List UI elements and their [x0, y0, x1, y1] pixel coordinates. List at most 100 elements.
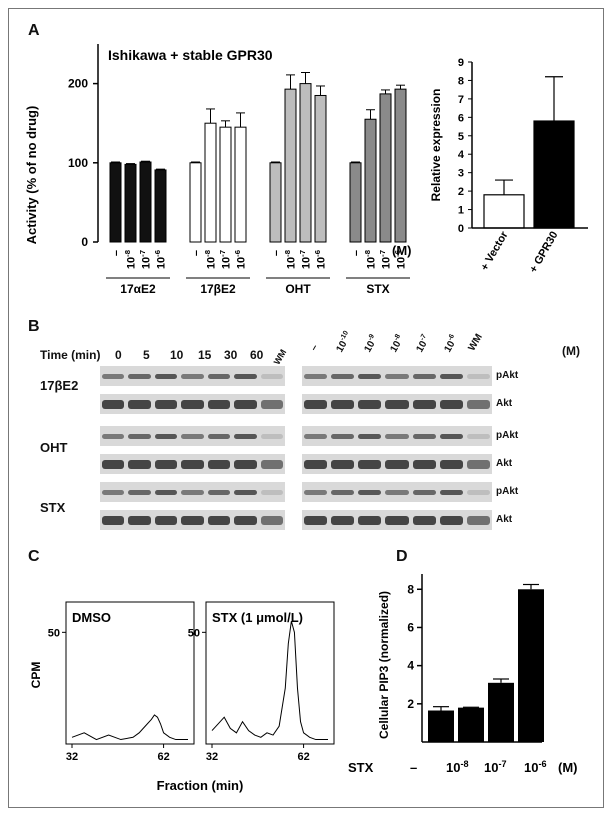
x-tick-label: 10-7: [218, 250, 232, 269]
panel-a-unit: (M): [392, 243, 412, 258]
activity-bar: [394, 88, 407, 243]
inset-y-tick-label: 5: [458, 131, 464, 143]
x-tick-label: 10-8: [123, 249, 137, 269]
pip3-bar: [488, 682, 514, 742]
panel-a-xticks: –10-810-710-6 –10-810-710-6 –10-810-710-6–…: [111, 249, 408, 269]
blot-band: [154, 490, 178, 495]
panel-d-unit: (M): [558, 760, 578, 775]
blot-band: [181, 460, 204, 469]
x-tick-label: 10-7: [484, 759, 507, 775]
activity-bar: [234, 126, 247, 243]
pakt-blot: [302, 426, 492, 446]
x-tick-label: 32: [206, 751, 218, 763]
panel-a-chart: Activity (% of no drug) Ishikawa + stabl…: [24, 44, 412, 296]
blot-band: [466, 460, 490, 469]
inset-y-tick-label: 8: [458, 75, 464, 87]
x-tick-label: 10-7: [138, 250, 152, 269]
inset-y-tick-label: 2: [458, 186, 464, 198]
blot-band: [331, 490, 355, 495]
blot-band: [358, 490, 382, 495]
blot-band: [260, 460, 283, 469]
blot-band: [331, 434, 355, 439]
blot-band: [358, 460, 382, 469]
time-point-label: 30: [224, 348, 238, 362]
y-tick-label: 50: [48, 627, 60, 639]
x-tick-label: 10-6: [524, 759, 547, 775]
blot-band: [412, 460, 436, 469]
inset-bar: [533, 120, 575, 229]
blot-band: [128, 434, 151, 439]
blot-band: [439, 516, 463, 525]
group-label: STX: [366, 282, 389, 296]
time-point-label: 60: [250, 348, 264, 362]
dmso-plot-frame: [65, 601, 195, 745]
panel-a-ylabel: Activity (% of no drug): [24, 106, 39, 245]
blot-band: [154, 374, 178, 379]
inset-yticks: 0 1 2 3 4 5 6 7 8 9: [458, 57, 472, 235]
blot-band: [412, 516, 436, 525]
time-label: Time (min): [40, 348, 101, 362]
time-point-label: 15: [198, 348, 212, 362]
panel-c-letter: C: [28, 548, 40, 565]
akt-blot: [100, 510, 285, 530]
stx-title: STX (1 μmol/L): [212, 610, 303, 625]
blot-band: [304, 374, 328, 379]
blot-band: [234, 400, 257, 409]
activity-bar: [284, 88, 297, 243]
akt-label: Akt: [496, 514, 513, 525]
blot-band: [412, 434, 436, 439]
x-tick-label: –: [271, 250, 283, 256]
inset-y-tick-label: 3: [458, 168, 464, 180]
panel-a-bars: [109, 72, 407, 243]
activity-bar: [219, 126, 232, 243]
blot-band: [154, 434, 178, 439]
panel-a-letter: A: [28, 22, 40, 39]
akt-blot: [302, 510, 492, 530]
blot-band: [207, 374, 231, 379]
panel-d-row-label: STX: [348, 760, 374, 775]
time-point-label: 5: [143, 348, 150, 362]
blot-band: [331, 460, 355, 469]
blot-band: [260, 516, 283, 525]
blot-band: [260, 434, 283, 439]
inset-y-tick-label: 9: [458, 57, 464, 69]
concentration-label: –: [308, 342, 321, 353]
blot-band: [439, 460, 463, 469]
panel-a-yticks: 0 100 200: [68, 77, 98, 249]
inset-y-tick-label: 1: [458, 205, 464, 217]
blot-band: [331, 400, 355, 409]
concentration-labels: –10-10 10-9 10-8 10-7 10-6 WM: [0, 330, 614, 364]
y-tick-label: 8: [407, 582, 414, 596]
blot-band: [207, 434, 231, 439]
blot-band: [439, 434, 463, 439]
activity-bar: [189, 162, 202, 243]
blot-band: [260, 490, 283, 495]
blot-band: [181, 434, 204, 439]
blot-band: [102, 434, 125, 439]
blot-band: [260, 374, 283, 379]
activity-bar: [204, 122, 217, 243]
y-tick-label: 0: [81, 235, 88, 249]
activity-bar: [269, 162, 282, 243]
x-tick-label: 10-8: [446, 759, 469, 775]
panel-d-xticks: – 10-8 10-7 10-6: [410, 759, 547, 775]
blot-band: [385, 400, 409, 409]
blot-band: [412, 374, 436, 379]
panel-a-title: Ishikawa + stable GPR30: [108, 47, 273, 63]
activity-bar: [379, 93, 392, 243]
y-tick-label: 50: [188, 627, 200, 639]
time-point-label: 10: [170, 348, 184, 362]
y-tick-label: 6: [407, 620, 414, 634]
activity-bar: [109, 162, 122, 243]
x-tick-label: 10-6: [153, 250, 167, 269]
y-tick-label: 4: [407, 659, 414, 673]
blot-band: [385, 374, 409, 379]
blot-band: [385, 490, 409, 495]
stx-plot-frame: [205, 601, 335, 745]
blot-band: [412, 400, 436, 409]
panel-d-bars: [428, 583, 544, 742]
blot-band: [181, 516, 204, 525]
pakt-label: pAkt: [496, 430, 519, 441]
blot-band: [304, 400, 328, 409]
